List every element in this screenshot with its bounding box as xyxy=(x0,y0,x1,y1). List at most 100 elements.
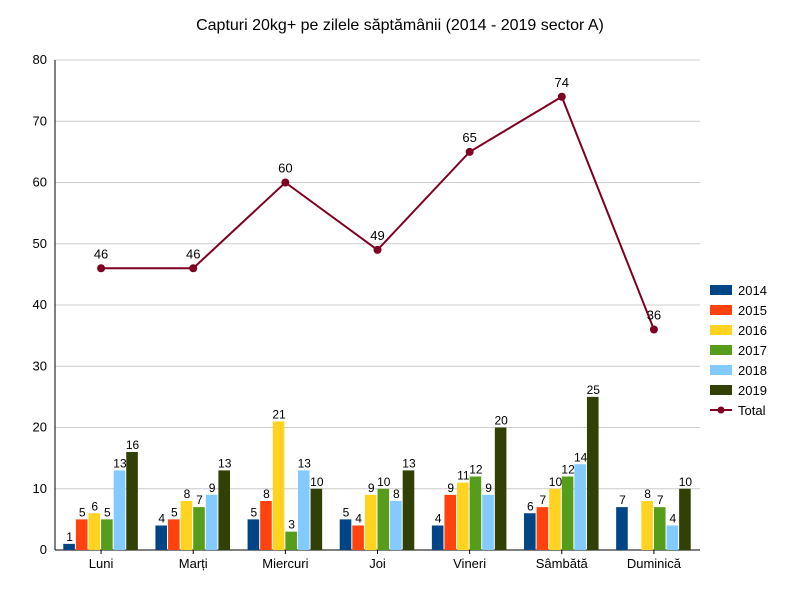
bar xyxy=(616,507,628,550)
legend-swatch xyxy=(710,385,732,395)
y-tick-label: 0 xyxy=(40,542,47,557)
chart-title: Capturi 20kg+ pe zilele săptămânii (2014… xyxy=(196,17,604,34)
y-tick-label: 20 xyxy=(33,420,47,435)
legend-swatch xyxy=(710,325,732,335)
bar xyxy=(457,483,469,550)
bar xyxy=(88,513,100,550)
legend-label: 2017 xyxy=(738,343,767,358)
bar xyxy=(352,526,364,551)
total-value-label: 36 xyxy=(647,308,661,323)
x-tick-label: Luni xyxy=(89,556,114,571)
bar-value-label: 10 xyxy=(377,475,391,489)
bar-value-label: 5 xyxy=(343,505,350,519)
y-tick-label: 60 xyxy=(33,175,47,190)
total-value-label: 49 xyxy=(370,228,384,243)
legend-swatch xyxy=(710,365,732,375)
bar-value-label: 1 xyxy=(66,530,73,544)
bar xyxy=(654,507,666,550)
legend-label: 2016 xyxy=(738,323,767,338)
bar xyxy=(574,464,586,550)
bar-value-label: 8 xyxy=(263,487,270,501)
legend-label: 2015 xyxy=(738,303,767,318)
bar-value-label: 6 xyxy=(91,499,98,513)
bar-value-label: 5 xyxy=(171,505,178,519)
total-value-label: 60 xyxy=(278,161,292,176)
bar xyxy=(482,495,494,550)
bar xyxy=(126,452,138,550)
y-tick-label: 10 xyxy=(33,481,47,496)
total-point xyxy=(558,93,566,101)
legend-label: 2019 xyxy=(738,383,767,398)
bar-value-label: 10 xyxy=(549,475,563,489)
bar xyxy=(206,495,218,550)
total-point xyxy=(374,246,382,254)
bar xyxy=(298,470,310,550)
legend-label: 2018 xyxy=(738,363,767,378)
legend-swatch xyxy=(710,345,732,355)
bar xyxy=(273,421,285,550)
bar-value-label: 13 xyxy=(298,456,312,470)
bar xyxy=(260,501,272,550)
bar-value-label: 9 xyxy=(209,481,216,495)
bar xyxy=(155,526,167,551)
bar-value-label: 20 xyxy=(494,414,508,428)
bar-value-label: 10 xyxy=(679,475,693,489)
bar xyxy=(537,507,549,550)
bar xyxy=(562,477,574,551)
total-point xyxy=(97,264,105,272)
bar-value-label: 9 xyxy=(368,481,375,495)
total-value-label: 74 xyxy=(555,75,569,90)
bar-value-label: 14 xyxy=(574,450,588,464)
total-point xyxy=(189,264,197,272)
bar-value-label: 25 xyxy=(587,383,601,397)
legend-marker xyxy=(718,407,725,414)
bar xyxy=(193,507,205,550)
legend-label: Total xyxy=(738,403,766,418)
bar xyxy=(63,544,75,550)
chart-container: Capturi 20kg+ pe zilele săptămânii (2014… xyxy=(0,0,800,600)
bar xyxy=(340,519,352,550)
bar xyxy=(495,428,507,551)
bar-value-label: 9 xyxy=(485,481,492,495)
bar-value-label: 9 xyxy=(447,481,454,495)
y-tick-label: 80 xyxy=(33,52,47,67)
bar xyxy=(285,532,297,550)
bar xyxy=(378,489,390,550)
x-tick-label: Marți xyxy=(179,556,208,571)
bar-value-label: 4 xyxy=(435,512,442,526)
total-value-label: 46 xyxy=(186,246,200,261)
y-tick-label: 50 xyxy=(33,236,47,251)
bar-value-label: 21 xyxy=(272,407,286,421)
bar xyxy=(168,519,180,550)
bar xyxy=(403,470,415,550)
total-point xyxy=(281,179,289,187)
bar xyxy=(248,519,260,550)
bar xyxy=(101,519,113,550)
y-tick-label: 30 xyxy=(33,358,47,373)
bar-value-label: 13 xyxy=(402,456,416,470)
bar-value-label: 12 xyxy=(469,463,483,477)
legend-swatch xyxy=(710,285,732,295)
bar-value-label: 7 xyxy=(657,493,664,507)
x-tick-label: Joi xyxy=(369,556,386,571)
bar-value-label: 10 xyxy=(310,475,324,489)
bar xyxy=(114,470,126,550)
bar-value-label: 5 xyxy=(251,505,258,519)
bar-value-label: 7 xyxy=(540,493,547,507)
bar xyxy=(679,489,691,550)
bar-value-label: 5 xyxy=(104,505,111,519)
bar xyxy=(667,526,679,551)
bar xyxy=(218,470,230,550)
bar xyxy=(311,489,323,550)
bar-value-label: 3 xyxy=(288,518,295,532)
bar-value-label: 8 xyxy=(393,487,400,501)
bar-value-label: 4 xyxy=(158,512,165,526)
total-point xyxy=(466,148,474,156)
total-point xyxy=(650,326,658,334)
total-value-label: 65 xyxy=(462,130,476,145)
bar-value-label: 16 xyxy=(126,438,140,452)
bar xyxy=(641,501,653,550)
x-tick-label: Vineri xyxy=(453,556,486,571)
bar-value-label: 12 xyxy=(561,463,575,477)
x-tick-label: Duminică xyxy=(627,556,682,571)
